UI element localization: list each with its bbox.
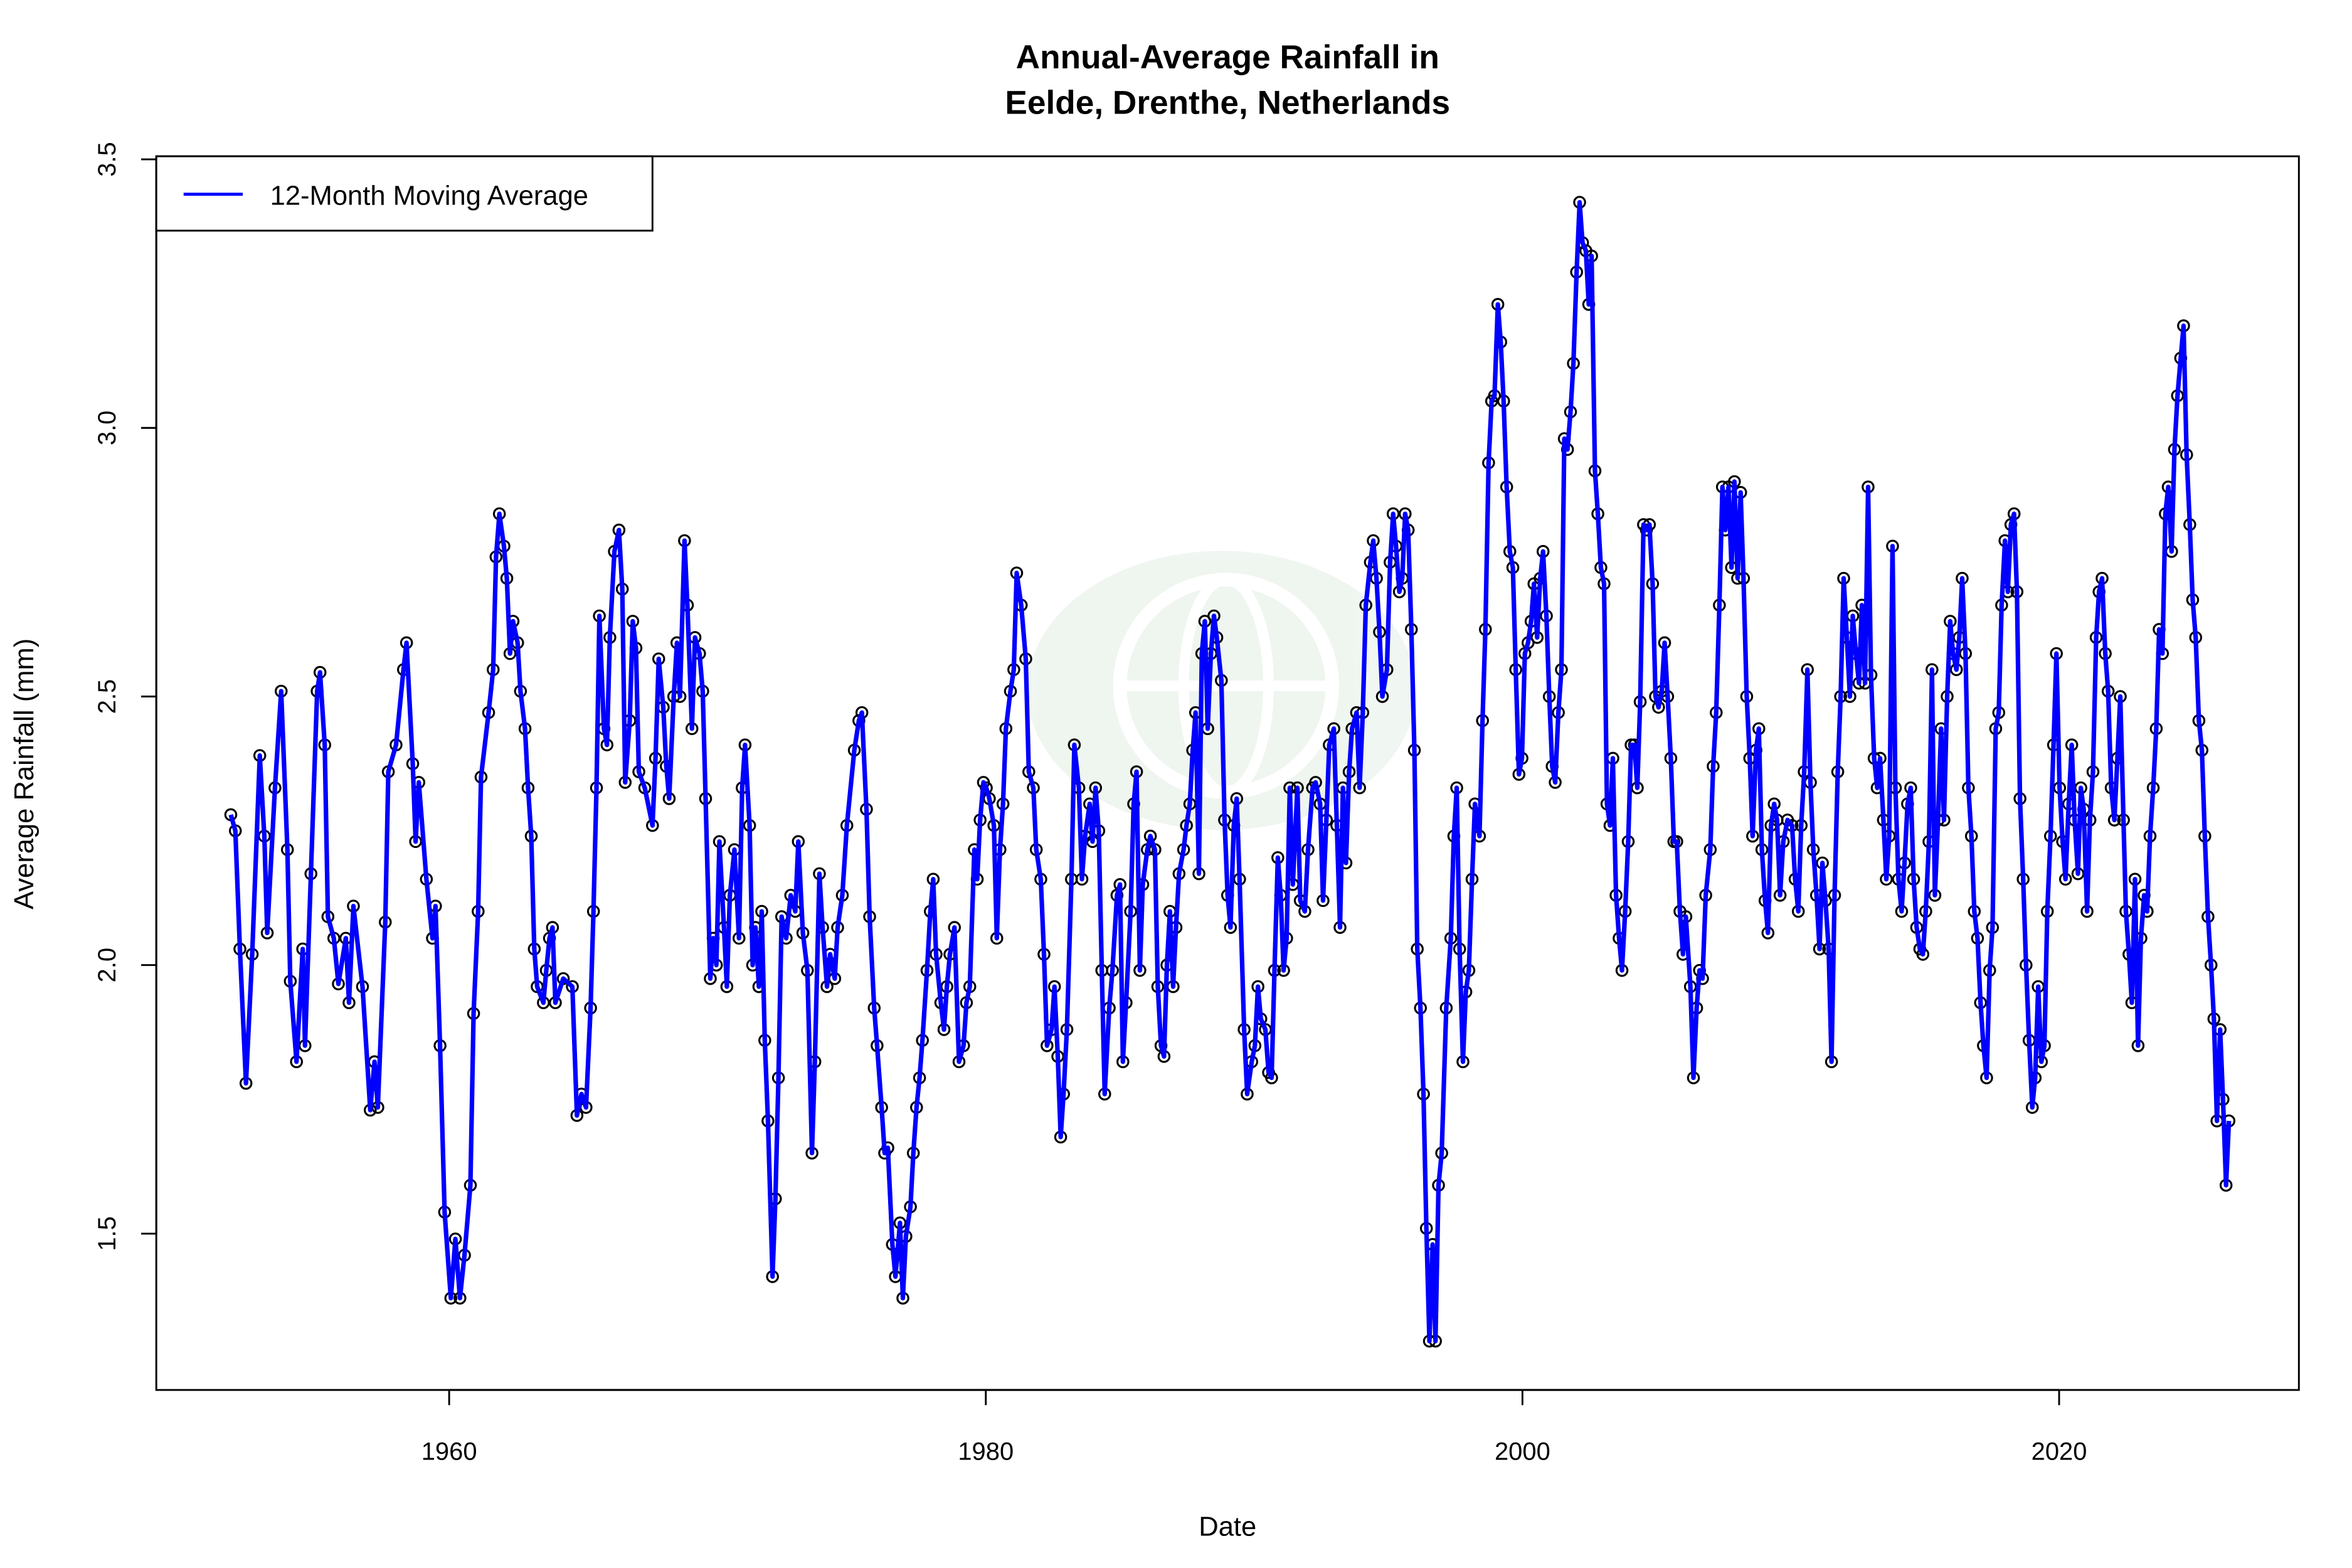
- y-tick-label: 1.5: [93, 1216, 121, 1251]
- y-tick-label: 2.0: [93, 948, 121, 982]
- x-axis: 1960 1980 2000 2020: [421, 1389, 2087, 1465]
- x-tick-label: 2020: [2032, 1438, 2087, 1465]
- y-tick-label: 3.0: [93, 411, 121, 445]
- plot-marks: [224, 196, 2236, 1348]
- y-tick-label: 3.5: [93, 142, 121, 176]
- y-tick-label: 2.5: [93, 679, 121, 714]
- legend: 12-Month Moving Average: [155, 155, 654, 232]
- chart-title-line-1: Annual-Average Rainfall in: [1016, 39, 1439, 76]
- legend-label: 12-Month Moving Average: [270, 181, 588, 211]
- x-tick-label: 1980: [958, 1438, 1014, 1465]
- chart-title-line-2: Eelde, Drenthe, Netherlands: [1005, 84, 1450, 121]
- series-line-12-month-moving-average: [228, 199, 2232, 1343]
- x-axis-title: Date: [1199, 1512, 1256, 1542]
- y-axis-title: Average Rainfall (mm): [9, 638, 40, 909]
- x-tick-label: 2000: [1495, 1438, 1550, 1465]
- y-axis: 1.5 2.0 2.5 3.0 3.5: [93, 142, 157, 1251]
- x-tick-label: 1960: [421, 1438, 477, 1465]
